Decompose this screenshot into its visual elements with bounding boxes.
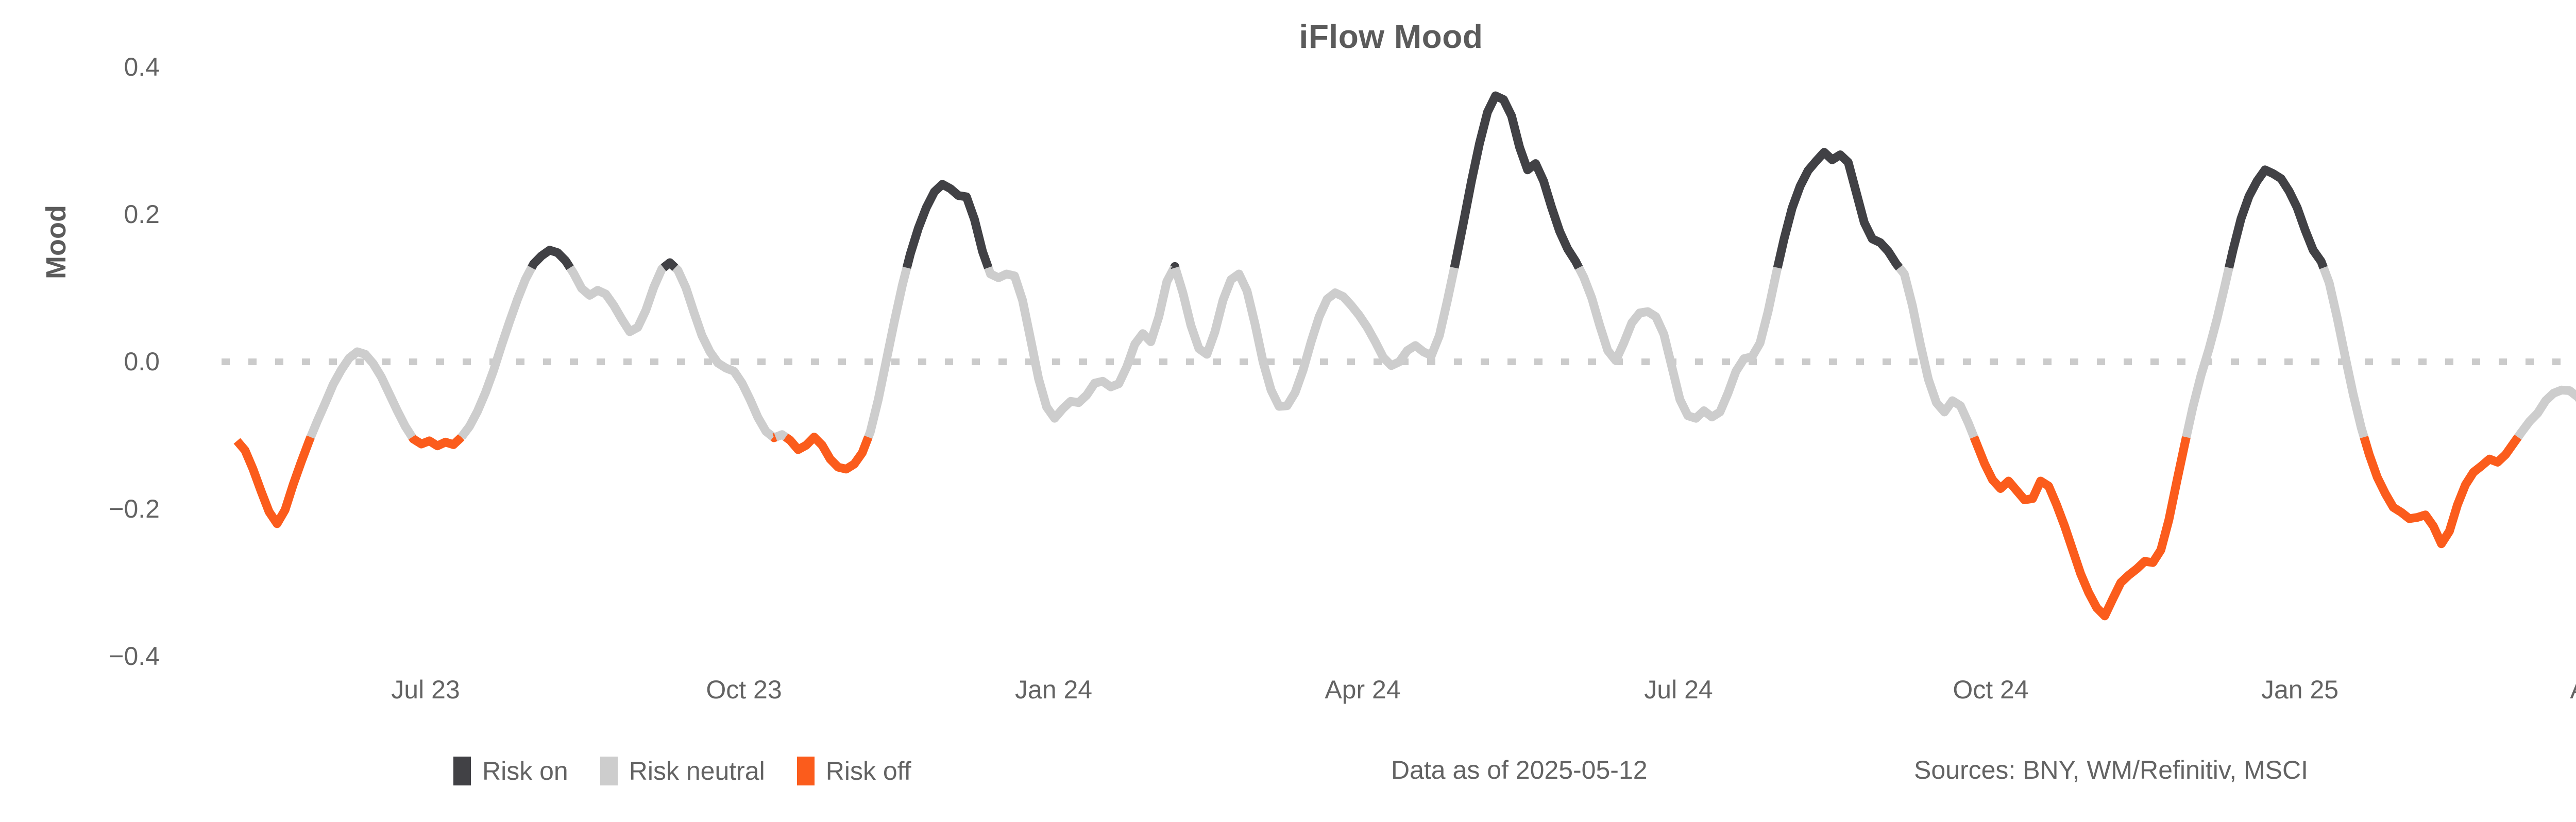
current-reading-annotation: -0.174 → risk off — [2575, 27, 2576, 57]
legend-item-risk-on[interactable]: Risk on — [453, 756, 568, 786]
legend-label-risk-neutral: Risk neutral — [629, 757, 765, 785]
x-tick-label: Jan 25 — [2261, 675, 2339, 704]
legend-item-risk-neutral[interactable]: Risk neutral — [600, 756, 765, 786]
chart-footer: Risk on Risk neutral Risk off Data as of… — [0, 748, 2576, 794]
x-tick-label: Jul 23 — [391, 675, 460, 704]
x-tick-label: Oct 24 — [1953, 675, 2029, 704]
x-tick-label: Jul 24 — [1644, 675, 1713, 704]
sources-note: Sources: BNY, WM/Refinitiv, MSCI — [1914, 756, 2308, 784]
y-tick-label: −0.4 — [109, 642, 160, 671]
legend-swatch-risk-neutral — [600, 757, 618, 785]
legend-swatch-risk-off — [796, 757, 815, 785]
x-tick-label: Oct 23 — [706, 675, 782, 704]
legend-label-risk-off: Risk off — [825, 757, 911, 785]
legend-swatch-risk-on — [453, 757, 471, 785]
y-tick-label: 0.0 — [124, 347, 160, 376]
legend: Risk on Risk neutral Risk off — [453, 748, 943, 794]
x-tick-label: Apr 25 — [2570, 675, 2576, 705]
page-title: iFlow Mood — [1299, 18, 1483, 55]
y-tick-label: 0.2 — [124, 200, 160, 229]
x-tick-label: Jan 24 — [1014, 675, 1093, 704]
y-tick-label: −0.2 — [109, 494, 160, 523]
x-tick-label: Apr 24 — [1325, 675, 1401, 704]
data-as-of-note: Data as of 2025-05-12 — [1391, 756, 1648, 784]
y-tick-label: 0.4 — [124, 53, 160, 81]
mood-line-series — [233, 91, 2576, 621]
legend-label-risk-on: Risk on — [482, 757, 568, 785]
legend-item-risk-off[interactable]: Risk off — [796, 756, 911, 786]
